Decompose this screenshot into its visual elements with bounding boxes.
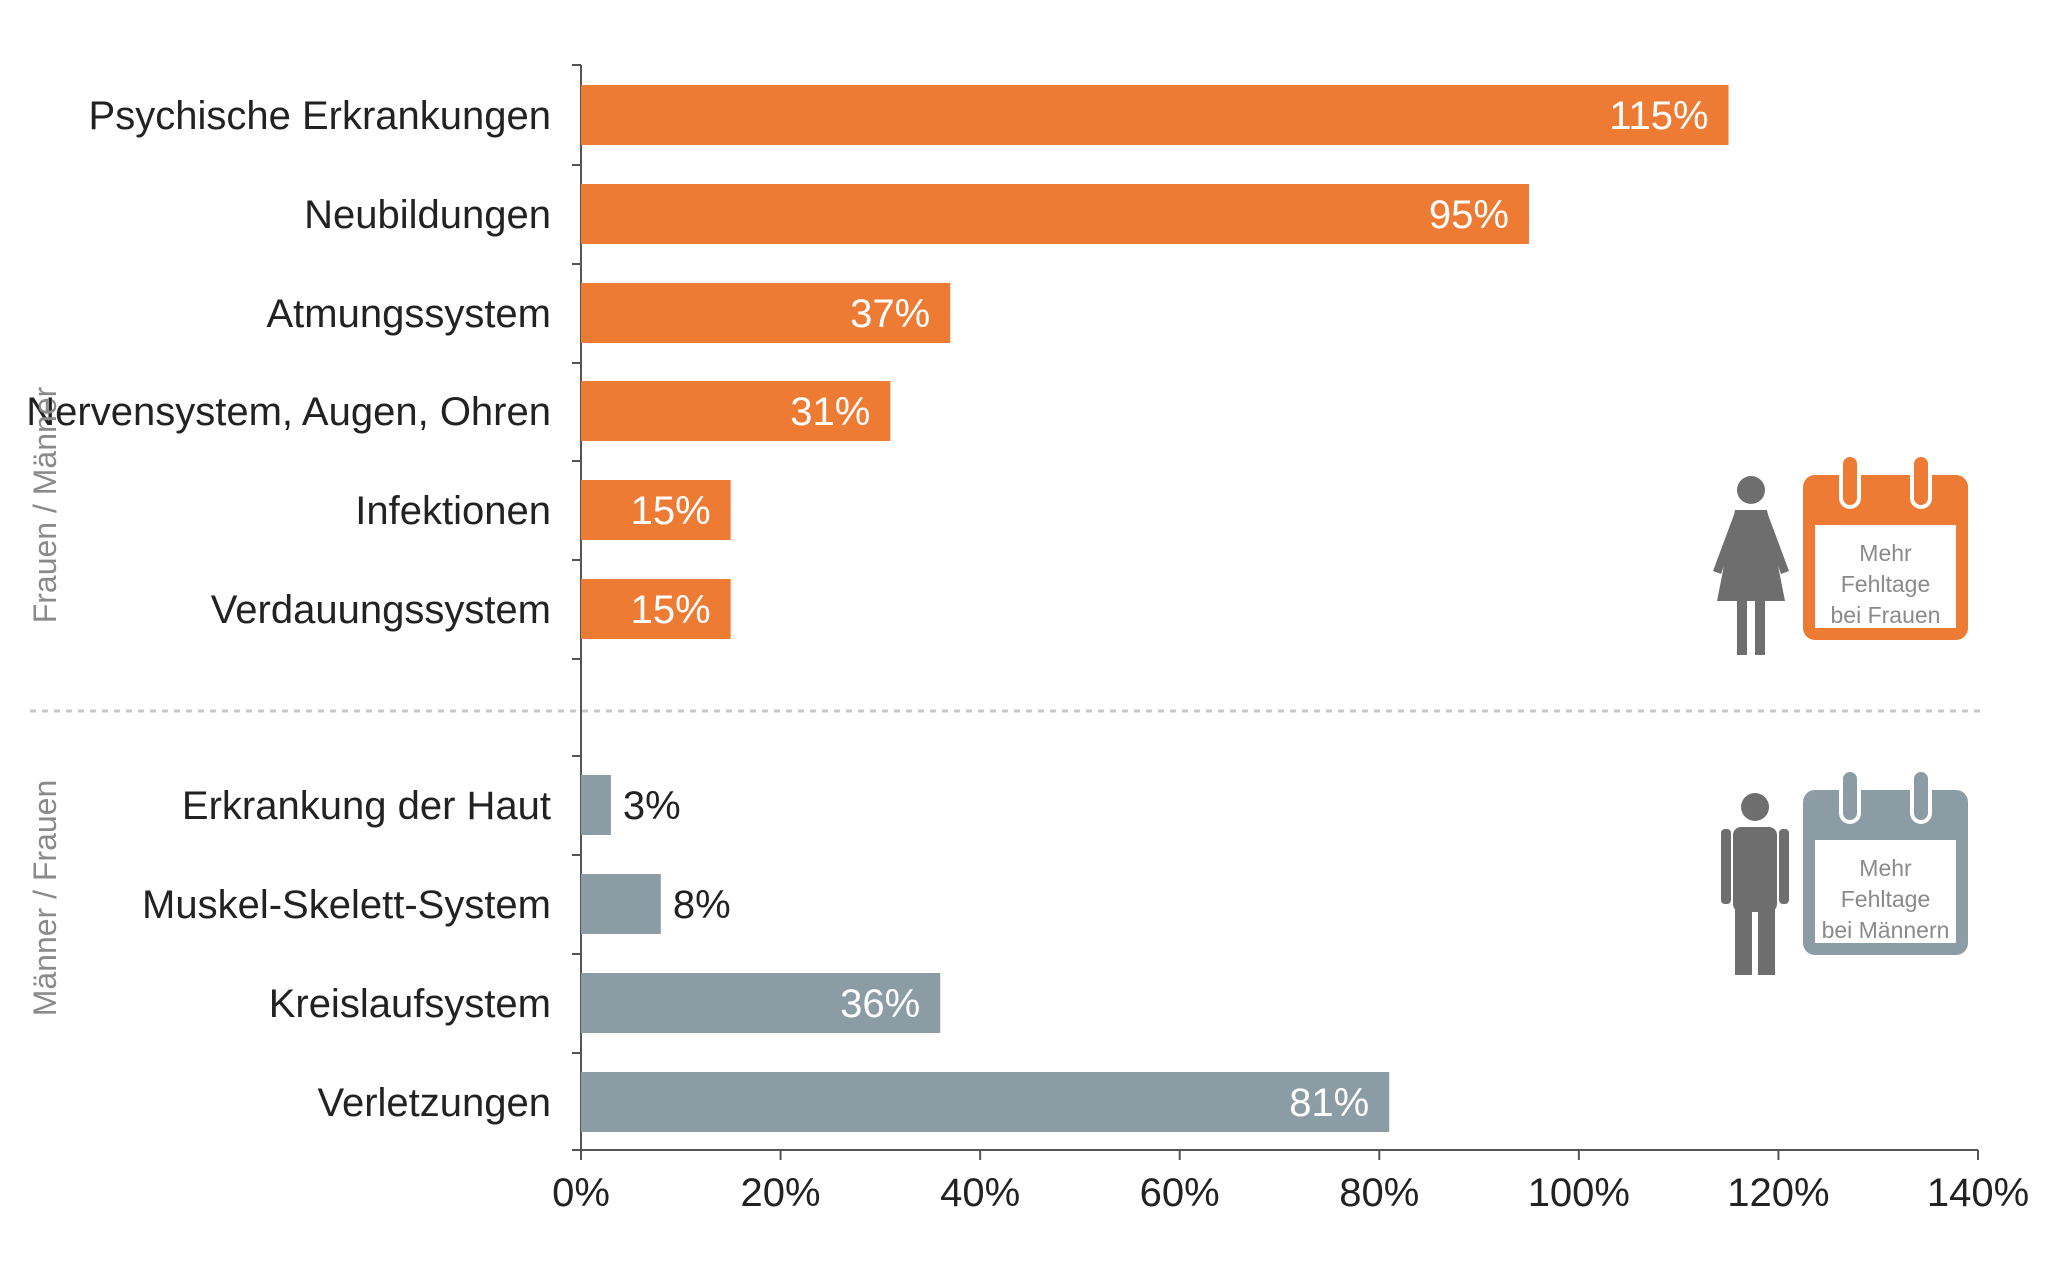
- category-label: Atmungssystem: [266, 292, 551, 336]
- value-label: 15%: [631, 588, 711, 632]
- legend-text-line: Fehltage: [1841, 571, 1931, 597]
- bar-1-0: [581, 775, 611, 835]
- category-label: Erkrankung der Haut: [182, 784, 551, 828]
- x-tick-label: 40%: [940, 1171, 1020, 1215]
- bar-1-2: [581, 973, 941, 1033]
- x-tick-label: 20%: [741, 1171, 821, 1215]
- legend-text-line: Fehltage: [1841, 886, 1931, 912]
- x-tick-label: 100%: [1528, 1171, 1630, 1215]
- calendar-women-icon-page: [1815, 525, 1956, 628]
- bar-1-1: [581, 874, 661, 934]
- value-label: 95%: [1429, 193, 1509, 237]
- x-tick-label: 140%: [1927, 1171, 2029, 1215]
- legend-text-line: Mehr: [1859, 855, 1912, 881]
- value-label: 81%: [1289, 1081, 1369, 1125]
- calendar-women-icon-ring: [1839, 453, 1861, 509]
- legend-text-line: bei Frauen: [1831, 602, 1941, 628]
- category-label: Kreislaufsystem: [269, 982, 551, 1026]
- category-label: Verletzungen: [317, 1081, 551, 1125]
- bar-1-3: [581, 1072, 1390, 1132]
- bar-0-3: [581, 381, 891, 441]
- calendar-men-icon-ring: [1839, 768, 1861, 824]
- group-label-men-women: Männer / Frauen: [27, 780, 63, 1017]
- group-label-women-men: Frauen / Männer: [27, 386, 63, 623]
- x-tick-label: 60%: [1140, 1171, 1220, 1215]
- value-label: 31%: [790, 390, 870, 434]
- value-label: 115%: [1609, 94, 1708, 138]
- x-tick-label: 80%: [1339, 1171, 1419, 1215]
- bar-0-0: [581, 85, 1729, 145]
- category-label: Verdauungssystem: [211, 588, 551, 632]
- woman-icon: [1713, 476, 1789, 655]
- value-label: 15%: [631, 489, 711, 533]
- legend-text-line: bei Männern: [1822, 917, 1950, 943]
- calendar-women-icon-ring: [1910, 453, 1932, 509]
- legend-text-line: Mehr: [1859, 540, 1912, 566]
- bar-0-1: [581, 184, 1529, 244]
- calendar-men-icon-page: [1815, 840, 1956, 943]
- bar-0-4: [581, 480, 731, 540]
- bar-0-5: [581, 579, 731, 639]
- category-label: Muskel-Skelett-System: [142, 883, 551, 927]
- value-label: 3%: [623, 784, 681, 828]
- value-label: 37%: [850, 292, 930, 336]
- calendar-men-icon-ring: [1910, 768, 1932, 824]
- value-label: 36%: [840, 982, 920, 1026]
- man-icon: [1721, 793, 1789, 975]
- category-label: Psychische Erkrankungen: [89, 94, 551, 138]
- category-label: Infektionen: [355, 489, 551, 533]
- x-tick-label: 0%: [552, 1171, 610, 1215]
- value-label: 8%: [673, 883, 731, 927]
- x-tick-label: 120%: [1727, 1171, 1829, 1215]
- category-label: Neubildungen: [304, 193, 551, 237]
- bar-0-2: [581, 283, 951, 343]
- category-label: Nervensystem, Augen, Ohren: [26, 390, 551, 434]
